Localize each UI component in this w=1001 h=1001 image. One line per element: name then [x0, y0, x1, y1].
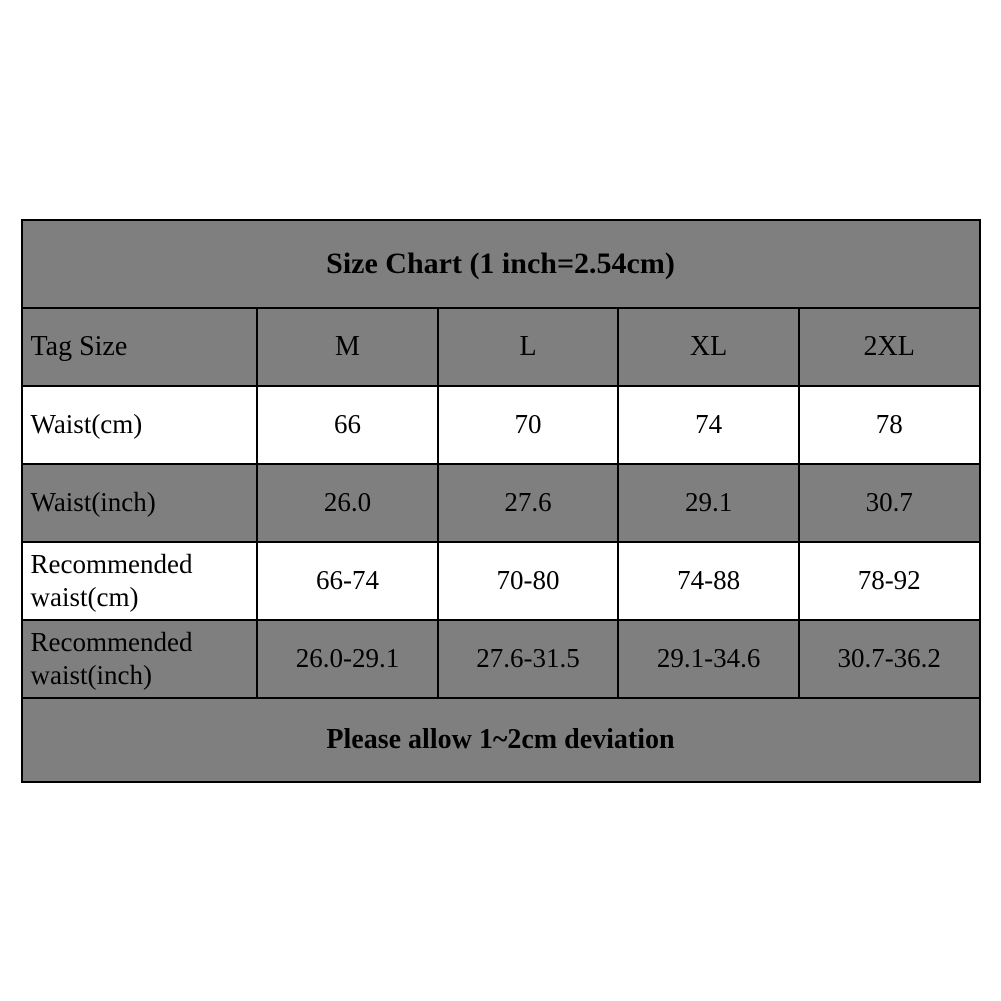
table-title: Size Chart (1 inch=2.54cm) — [22, 220, 980, 308]
cell: 74 — [618, 386, 799, 464]
table-footer: Please allow 1~2cm deviation — [22, 698, 980, 782]
cell: 70-80 — [438, 542, 619, 620]
row-label: Recommendedwaist(cm) — [22, 542, 258, 620]
cell: 29.1-34.6 — [618, 620, 799, 698]
cell: 27.6-31.5 — [438, 620, 619, 698]
table-body: Size Chart (1 inch=2.54cm) Tag Size M L … — [22, 220, 980, 782]
table-row: Recommendedwaist(inch) 26.0-29.1 27.6-31… — [22, 620, 980, 698]
table-row: Waist(cm) 66 70 74 78 — [22, 386, 980, 464]
cell: 26.0 — [257, 464, 438, 542]
table-row: Waist(inch) 26.0 27.6 29.1 30.7 — [22, 464, 980, 542]
size-chart-table: Size Chart (1 inch=2.54cm) Tag Size M L … — [21, 219, 981, 783]
header-l: L — [438, 308, 619, 386]
cell: 29.1 — [618, 464, 799, 542]
cell: 30.7-36.2 — [799, 620, 980, 698]
footer-row: Please allow 1~2cm deviation — [22, 698, 980, 782]
cell: 27.6 — [438, 464, 619, 542]
cell: 78 — [799, 386, 980, 464]
row-label: Waist(cm) — [22, 386, 258, 464]
header-m: M — [257, 308, 438, 386]
cell: 70 — [438, 386, 619, 464]
cell: 74-88 — [618, 542, 799, 620]
cell: 66 — [257, 386, 438, 464]
header-tag-size: Tag Size — [22, 308, 258, 386]
header-xl: XL — [618, 308, 799, 386]
row-label: Waist(inch) — [22, 464, 258, 542]
title-row: Size Chart (1 inch=2.54cm) — [22, 220, 980, 308]
table-row: Recommendedwaist(cm) 66-74 70-80 74-88 7… — [22, 542, 980, 620]
cell: 66-74 — [257, 542, 438, 620]
cell: 26.0-29.1 — [257, 620, 438, 698]
row-label: Recommendedwaist(inch) — [22, 620, 258, 698]
header-2xl: 2XL — [799, 308, 980, 386]
page-container: Size Chart (1 inch=2.54cm) Tag Size M L … — [0, 0, 1001, 1001]
cell: 30.7 — [799, 464, 980, 542]
cell: 78-92 — [799, 542, 980, 620]
header-row: Tag Size M L XL 2XL — [22, 308, 980, 386]
